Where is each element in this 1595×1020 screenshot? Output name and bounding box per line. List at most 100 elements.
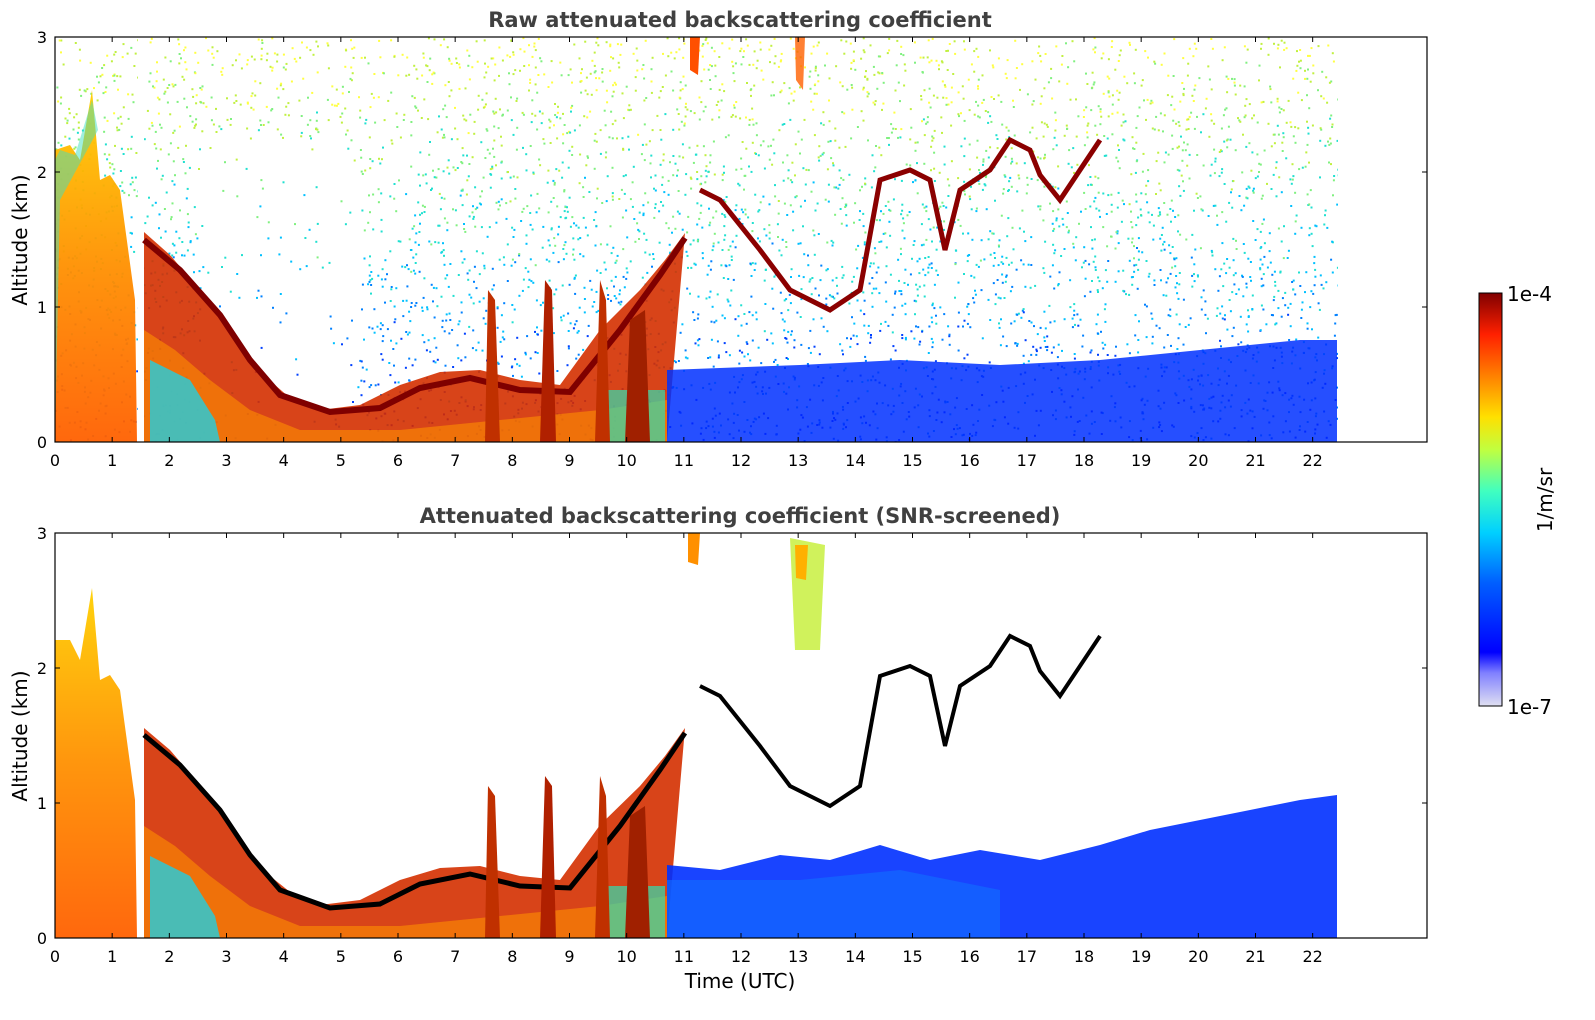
noise-pixel: [1294, 293, 1297, 296]
noise-pixel: [1253, 114, 1255, 117]
noise-pixel: [1285, 121, 1288, 124]
noise-pixel: [122, 106, 125, 109]
noise-pixel: [463, 223, 465, 225]
noise-pixel: [864, 177, 867, 180]
noise-pixel: [1305, 151, 1308, 154]
noise-pixel: [813, 92, 816, 95]
noise-pixel: [395, 342, 398, 345]
noise-pixel: [573, 43, 576, 46]
noise-pixel: [750, 295, 753, 298]
noise-pixel: [902, 217, 905, 220]
noise-pixel: [1050, 77, 1053, 80]
noise-pixel: [406, 285, 409, 288]
noise-pixel: [748, 118, 751, 121]
noise-pixel: [930, 262, 933, 265]
noise-pixel: [108, 153, 111, 156]
noise-pixel: [1003, 297, 1006, 299]
top-heatmap: [55, 37, 1427, 442]
noise-pixel: [560, 316, 562, 319]
noise-pixel: [365, 118, 368, 121]
noise-pixel: [1150, 312, 1153, 315]
noise-pixel: [1072, 147, 1075, 150]
noise-pixel: [566, 210, 569, 213]
noise-pixel: [880, 322, 882, 325]
noise-pixel: [464, 230, 467, 233]
noise-pixel: [833, 297, 836, 300]
noise-pixel: [116, 126, 118, 129]
noise-pixel: [572, 237, 575, 240]
noise-pixel: [1005, 275, 1008, 278]
noise-pixel: [841, 111, 844, 114]
noise-pixel: [914, 313, 916, 316]
noise-pixel: [835, 276, 838, 279]
noise-pixel: [963, 40, 965, 43]
noise-pixel: [634, 76, 637, 79]
noise-pixel: [768, 48, 771, 51]
noise-pixel: [921, 71, 924, 74]
noise-pixel: [1201, 209, 1204, 212]
noise-pixel: [1085, 106, 1088, 109]
noise-pixel: [830, 157, 833, 160]
noise-pixel: [376, 325, 379, 328]
noise-pixel: [1165, 294, 1168, 297]
noise-pixel: [1137, 250, 1140, 253]
noise-pixel: [750, 88, 753, 91]
noise-pixel: [1277, 289, 1280, 292]
noise-pixel: [942, 205, 945, 207]
noise-pixel: [583, 115, 586, 118]
noise-pixel: [996, 147, 999, 150]
noise-pixel: [1095, 207, 1098, 210]
noise-pixel: [497, 200, 500, 203]
noise-pixel: [1123, 75, 1126, 78]
noise-pixel: [1292, 288, 1295, 291]
noise-pixel: [114, 51, 117, 53]
noise-pixel: [398, 179, 400, 182]
noise-pixel: [782, 179, 785, 182]
noise-pixel: [84, 90, 87, 93]
noise-pixel: [337, 102, 340, 105]
noise-pixel: [637, 133, 640, 136]
noise-pixel: [771, 163, 774, 166]
noise-pixel: [1174, 216, 1177, 218]
noise-pixel: [1260, 285, 1263, 288]
noise-pixel: [783, 202, 786, 205]
noise-pixel: [97, 81, 100, 84]
noise-pixel: [455, 224, 458, 227]
noise-pixel: [113, 112, 116, 115]
noise-pixel: [438, 192, 441, 195]
noise-pixel: [437, 224, 440, 227]
noise-pixel: [622, 117, 625, 120]
noise-pixel: [666, 37, 669, 40]
noise-pixel: [251, 92, 254, 95]
noise-pixel: [939, 306, 942, 309]
noise-pixel: [410, 270, 413, 273]
noise-pixel: [611, 198, 614, 201]
noise-pixel: [1304, 165, 1307, 168]
noise-pixel: [882, 212, 885, 215]
noise-pixel: [860, 57, 863, 60]
noise-pixel: [1197, 275, 1199, 278]
noise-pixel: [422, 174, 425, 177]
noise-pixel: [901, 337, 904, 340]
noise-pixel: [641, 276, 644, 279]
noise-pixel: [1191, 233, 1194, 236]
noise-pixel: [565, 216, 568, 219]
noise-pixel: [924, 274, 927, 277]
noise-pixel: [164, 56, 167, 59]
noise-pixel: [1319, 176, 1321, 179]
noise-pixel: [609, 69, 612, 72]
noise-pixel: [158, 213, 161, 216]
noise-pixel: [79, 59, 82, 62]
noise-pixel: [978, 169, 980, 171]
noise-pixel: [363, 229, 366, 232]
noise-pixel: [1211, 47, 1214, 50]
noise-pixel: [541, 112, 544, 115]
noise-pixel: [595, 225, 598, 228]
noise-pixel: [1259, 163, 1262, 166]
noise-pixel: [452, 208, 454, 211]
noise-pixel: [290, 80, 293, 83]
noise-pixel: [490, 57, 493, 60]
noise-pixel: [377, 274, 380, 277]
noise-pixel: [977, 78, 980, 81]
noise-pixel: [724, 200, 727, 203]
